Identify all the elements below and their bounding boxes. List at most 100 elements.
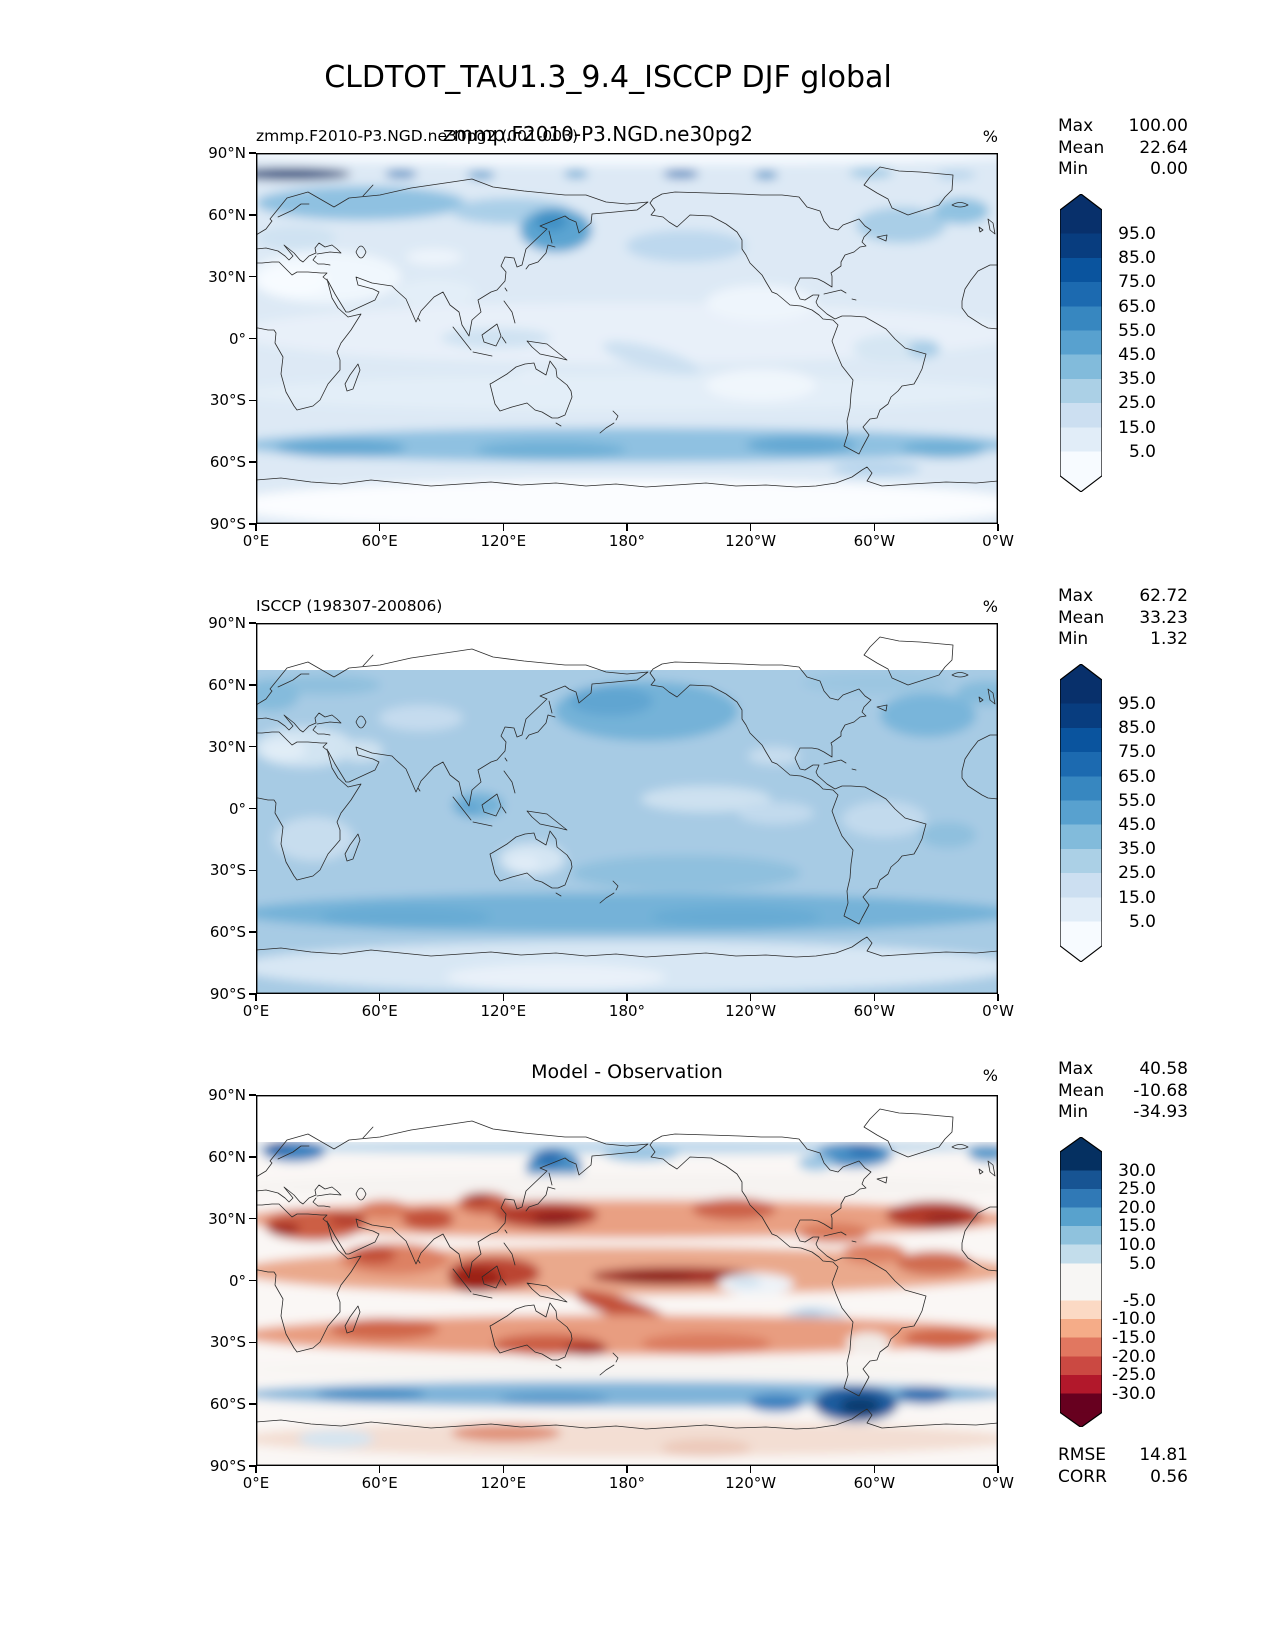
metric-value: 0.56 xyxy=(1150,1467,1188,1487)
y-tick-mark xyxy=(249,622,256,624)
colorbar-tick-label: 25.0 xyxy=(1118,863,1156,884)
y-tick-mark xyxy=(249,745,256,748)
map-panel-difference: 0°E 60°E 120°E 180° 120°W 60°W 0°W 90°N 60°N 30°N… xyxy=(208,1086,1014,1492)
stat-value: 62.72 xyxy=(1139,586,1188,606)
panel-diff-units-label: % xyxy=(982,1066,998,1085)
stat-row: Max 62.72 xyxy=(1058,586,1188,608)
x-tick-label: 120°E xyxy=(480,532,527,550)
x-tick-label: 180° xyxy=(608,1002,646,1020)
y-tick-label: 0° xyxy=(228,1271,246,1290)
metric-row: RMSE 14.81 xyxy=(1058,1444,1188,1466)
figure-title: CLDTOT_TAU1.3_9.4_ISCCP DJF global xyxy=(324,60,892,95)
y-tick-label: 60°S xyxy=(209,1395,246,1414)
map-border xyxy=(256,623,998,994)
y-tick-mark xyxy=(249,1279,256,1282)
metric-row: CORR 0.56 xyxy=(1058,1466,1188,1488)
y-tick-label: 90°S xyxy=(209,985,246,1003)
stat-value: 40.58 xyxy=(1139,1059,1188,1079)
stat-label: Min xyxy=(1058,159,1089,179)
stat-row: Min 0.00 xyxy=(1058,159,1188,181)
x-tick-label: 180° xyxy=(608,532,646,550)
y-tick-label: 60°N xyxy=(208,205,246,224)
map-panel-observation: 0°E 60°E 120°E 180° 120°W 60°W 0°W 90°N 60°N 30°N… xyxy=(208,614,1014,1020)
stat-value: -10.68 xyxy=(1133,1080,1188,1101)
x-tick-mark xyxy=(997,1466,999,1473)
difference-contour-map xyxy=(256,1095,998,1466)
x-tick-mark xyxy=(502,994,505,1001)
stat-label: Max xyxy=(1058,116,1094,136)
y-tick-mark xyxy=(249,807,256,810)
stat-row: Max 40.58 xyxy=(1058,1059,1188,1081)
colorbar-tick-label: 55.0 xyxy=(1118,320,1156,341)
stat-value: -34.93 xyxy=(1133,1102,1188,1122)
y-tick-mark xyxy=(249,523,256,525)
y-tick-mark xyxy=(249,337,256,340)
x-tick-mark xyxy=(873,1466,876,1473)
stat-row: Min 1.32 xyxy=(1058,629,1188,651)
stat-label: Mean xyxy=(1058,1080,1105,1101)
y-tick-mark xyxy=(249,931,256,933)
x-tick-label: 60°E xyxy=(361,532,398,550)
x-tick-label: 0°W xyxy=(982,1002,1014,1020)
x-tick-label: 120°W xyxy=(725,1002,777,1020)
stat-row: Max 100.00 xyxy=(1058,116,1188,138)
y-tick-label: 30°S xyxy=(209,1333,246,1352)
x-tick-mark xyxy=(502,1466,505,1473)
colorbar-tick-label: 25.0 xyxy=(1118,1179,1156,1200)
colorbar-tick-label: 5.0 xyxy=(1128,1253,1156,1274)
stat-value: 0.00 xyxy=(1150,159,1188,179)
stat-label: Mean xyxy=(1058,137,1105,158)
colorbar-tick-label: 30.0 xyxy=(1118,1160,1156,1181)
y-tick-label: 90°N xyxy=(208,614,246,632)
stat-row: Min -34.93 xyxy=(1058,1102,1188,1124)
observation-contour-map xyxy=(256,623,998,994)
y-tick-label: 60°S xyxy=(209,453,246,472)
x-tick-mark xyxy=(873,994,876,1001)
y-tick-label: 0° xyxy=(228,329,246,348)
y-tick-label: 90°S xyxy=(209,1457,246,1475)
stat-value: 1.32 xyxy=(1150,629,1188,649)
y-tick-mark xyxy=(249,1094,256,1096)
stat-label: Max xyxy=(1058,586,1094,606)
y-tick-label: 30°S xyxy=(209,391,246,410)
y-tick-mark xyxy=(249,1217,256,1220)
y-tick-label: 90°N xyxy=(208,144,246,162)
colorbar-tick-label: -15.0 xyxy=(1112,1328,1156,1348)
stats-difference: Max 40.58 Mean -10.68 Min -34.93 xyxy=(1058,1059,1188,1124)
y-tick-label: 30°S xyxy=(209,861,246,880)
y-tick-label: 0° xyxy=(228,799,246,818)
colorbar-tick-label: -30.0 xyxy=(1112,1383,1156,1404)
x-tick-label: 120°W xyxy=(725,1474,777,1492)
stat-row: Mean 33.23 xyxy=(1058,608,1188,630)
y-tick-mark xyxy=(249,152,256,154)
x-tick-mark xyxy=(378,524,381,531)
y-tick-label: 90°S xyxy=(209,515,246,533)
x-tick-label: 120°W xyxy=(725,532,777,550)
stat-value: 22.64 xyxy=(1139,137,1188,158)
x-tick-label: 0°W xyxy=(982,1474,1014,1492)
panel-model-title-center: zmmp.F2010-P3.NGD.ne30pg2 xyxy=(442,122,754,146)
x-tick-mark xyxy=(749,1466,752,1473)
x-tick-label: 60°W xyxy=(853,1002,896,1020)
y-tick-mark xyxy=(249,684,256,686)
colorbar-tick-label: -25.0 xyxy=(1112,1365,1156,1386)
x-tick-mark xyxy=(873,524,876,531)
metric-label: CORR xyxy=(1058,1467,1107,1487)
colorbar-tick-label: -5.0 xyxy=(1122,1290,1156,1311)
colorbar-tick-label: 45.0 xyxy=(1118,345,1156,365)
polar-no-data-band xyxy=(256,1095,998,1142)
metrics-difference: RMSE 14.81 CORR 0.56 xyxy=(1058,1444,1188,1488)
y-tick-mark xyxy=(249,1465,256,1467)
panel-model-units-label: % xyxy=(982,127,998,146)
colorbar-tick-label: 15.0 xyxy=(1118,887,1156,908)
y-tick-mark xyxy=(249,275,256,278)
colorbar-tick-label: 20.0 xyxy=(1118,1197,1156,1218)
x-tick-mark xyxy=(378,994,381,1001)
y-tick-mark xyxy=(249,1403,256,1405)
stat-label: Mean xyxy=(1058,607,1105,628)
stat-label: Max xyxy=(1058,1059,1094,1079)
panel-obs-units-label: % xyxy=(982,597,998,616)
stat-row: Mean -10.68 xyxy=(1058,1081,1188,1103)
x-tick-mark xyxy=(997,994,999,1001)
